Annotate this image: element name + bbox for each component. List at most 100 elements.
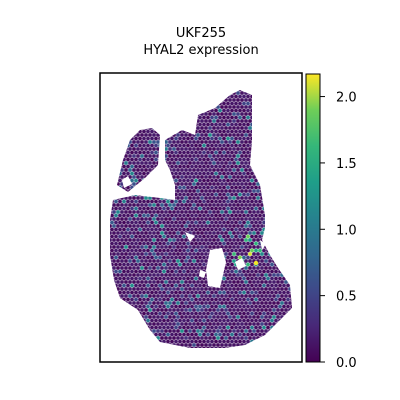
spot bbox=[162, 206, 166, 211]
spot bbox=[264, 266, 268, 270]
spot bbox=[230, 262, 234, 267]
spot bbox=[196, 175, 200, 179]
spot bbox=[232, 119, 236, 123]
spot bbox=[132, 280, 136, 284]
spot bbox=[134, 241, 138, 246]
spot bbox=[168, 315, 172, 319]
spot bbox=[208, 140, 212, 144]
spot bbox=[126, 199, 130, 204]
spot bbox=[112, 224, 116, 228]
spot bbox=[282, 311, 286, 316]
spot bbox=[190, 276, 194, 281]
spot bbox=[234, 234, 238, 239]
spot bbox=[250, 269, 254, 274]
spot bbox=[208, 224, 212, 228]
spot bbox=[116, 259, 120, 263]
spot bbox=[194, 297, 198, 302]
spot bbox=[226, 269, 230, 274]
spot bbox=[158, 227, 162, 232]
spot bbox=[196, 259, 200, 263]
spot bbox=[248, 287, 252, 291]
spot bbox=[268, 322, 272, 326]
spot bbox=[136, 133, 140, 137]
spot bbox=[188, 147, 192, 151]
spot bbox=[198, 276, 202, 281]
spot bbox=[202, 325, 206, 330]
spot bbox=[120, 231, 124, 235]
spot bbox=[260, 224, 264, 228]
spot bbox=[230, 108, 234, 113]
spot bbox=[244, 196, 248, 200]
spot bbox=[236, 168, 240, 172]
spot bbox=[208, 126, 212, 130]
spot bbox=[112, 210, 116, 214]
spot bbox=[174, 185, 178, 190]
spot bbox=[178, 185, 182, 190]
spot bbox=[184, 301, 188, 305]
spot bbox=[232, 154, 236, 158]
spot bbox=[156, 252, 160, 256]
spot bbox=[144, 210, 148, 214]
spot bbox=[238, 157, 242, 162]
spot bbox=[178, 220, 182, 225]
spot bbox=[218, 171, 222, 176]
spot bbox=[202, 178, 206, 183]
spot bbox=[142, 143, 146, 148]
spot bbox=[214, 178, 218, 183]
spot bbox=[254, 290, 258, 295]
spot bbox=[192, 238, 196, 242]
spot bbox=[182, 318, 186, 323]
spot bbox=[190, 227, 194, 232]
spot bbox=[256, 266, 260, 270]
spot bbox=[204, 119, 208, 123]
spot bbox=[198, 290, 202, 295]
spot bbox=[238, 290, 242, 295]
spot bbox=[174, 150, 178, 155]
spot bbox=[236, 112, 240, 116]
spot bbox=[196, 301, 200, 305]
spot bbox=[230, 192, 234, 197]
spot bbox=[240, 217, 244, 221]
spot bbox=[166, 290, 170, 295]
spot bbox=[134, 206, 138, 211]
spot bbox=[242, 234, 246, 239]
spot bbox=[154, 283, 158, 288]
spot bbox=[244, 119, 248, 123]
spot bbox=[214, 185, 218, 190]
spot bbox=[160, 252, 164, 256]
spot bbox=[234, 241, 238, 246]
spot bbox=[154, 276, 158, 281]
spot bbox=[196, 224, 200, 228]
spot bbox=[110, 220, 114, 225]
spot bbox=[158, 220, 162, 225]
spot bbox=[178, 178, 182, 183]
spot bbox=[198, 297, 202, 302]
spot bbox=[204, 154, 208, 158]
spot bbox=[212, 210, 216, 214]
spot bbox=[240, 98, 244, 102]
spot bbox=[206, 241, 210, 246]
spot bbox=[208, 329, 212, 333]
spot bbox=[220, 168, 224, 172]
spot bbox=[176, 280, 180, 284]
spot bbox=[144, 147, 148, 151]
spot bbox=[198, 283, 202, 288]
spot bbox=[278, 276, 282, 281]
spot bbox=[236, 196, 240, 200]
spot bbox=[226, 199, 230, 204]
spot bbox=[284, 301, 288, 305]
spot bbox=[246, 255, 250, 260]
spot bbox=[158, 234, 162, 239]
spot bbox=[252, 196, 256, 200]
spot bbox=[186, 255, 190, 260]
spot bbox=[136, 287, 140, 291]
spot bbox=[146, 199, 150, 204]
spot bbox=[150, 129, 154, 134]
spot bbox=[170, 325, 174, 330]
spot bbox=[126, 248, 130, 253]
spot bbox=[206, 178, 210, 183]
spot bbox=[198, 234, 202, 239]
spot bbox=[258, 234, 262, 239]
spot bbox=[212, 217, 216, 221]
spot bbox=[156, 266, 160, 270]
